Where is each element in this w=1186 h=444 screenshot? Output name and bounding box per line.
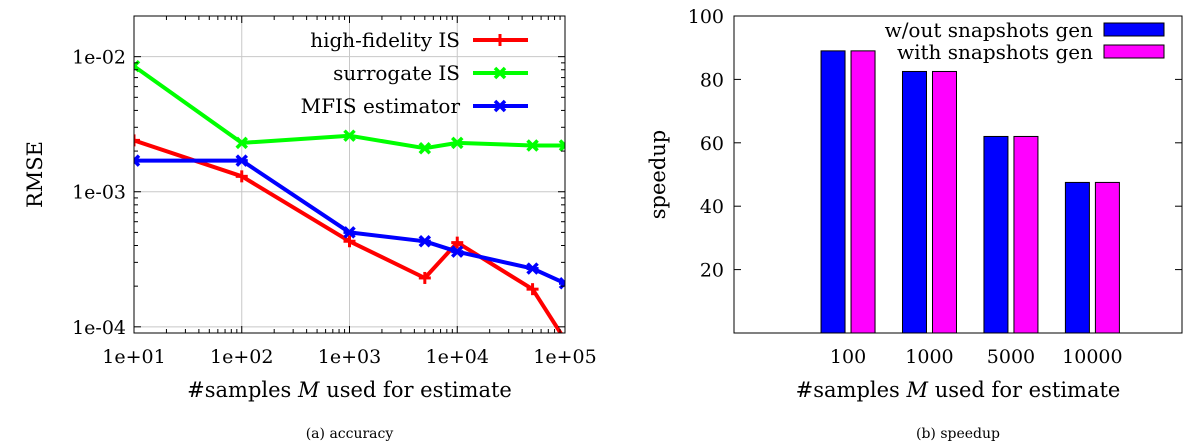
y-tick-label: 80 (700, 69, 724, 91)
y-tick-label: 1e-03 (72, 182, 126, 204)
bar-with-snapshots-gen-100 (850, 50, 876, 334)
bar-with-snapshots-gen-5000 (1013, 135, 1039, 334)
accuracy-ticks: 1e+01 1e+02 1e+03 1e+04 1e+05 1e-04 1e-03 1e-02 (72, 15, 597, 368)
data-point-mfis-estimator (134, 154, 141, 164)
data-point-surrogate-is (418, 141, 432, 155)
accuracy-x-axis-label: #samples M used for estimate (187, 378, 512, 402)
speedup-chart: 20 40 60 80 100 100 1000 5000 10000 w/out snapsh… (646, 6, 1183, 442)
data-point-mfis-estimator (134, 158, 141, 167)
legend-swatch-w-out-snapshots-gen (1103, 22, 1165, 37)
data-point-surrogate-is (451, 136, 464, 150)
accuracy-y-axis-label: RMSE (23, 141, 47, 208)
x-tick-label: 5000 (987, 346, 1035, 368)
bar-with-snapshots-gen-10000 (1094, 181, 1120, 334)
y-tick-label: 60 (700, 133, 724, 155)
bar-w-out-snapshots-gen-1000 (901, 70, 927, 334)
y-tick-label: 1e-04 (72, 317, 126, 339)
data-point-mfis-estimator (558, 277, 565, 286)
speedup-plot-frame (733, 15, 1183, 334)
bar-w-out-snapshots-gen-100 (820, 50, 846, 334)
data-point-surrogate-is (343, 129, 356, 142)
accuracy-chart: 1e+01 1e+02 1e+03 1e+04 1e+05 1e-04 1e-03 1e-02… (23, 15, 597, 442)
y-tick-label: 20 (700, 260, 724, 282)
legend-marker-surrogate-is (493, 66, 507, 80)
data-point-surrogate-is (526, 139, 539, 152)
bar-w-out-snapshots-gen-10000 (1064, 181, 1090, 334)
axis-label-symbol: M (906, 378, 929, 402)
accuracy-legend: high-fidelity IS surrogate IS MFIS estimat… (301, 28, 528, 118)
legend-swatch-with-snapshots-gen (1103, 44, 1165, 59)
x-tick-label: 100 (830, 346, 866, 368)
x-tick-label: 1e+05 (533, 346, 596, 368)
x-tick-label: 1e+01 (102, 346, 165, 368)
speedup-y-axis-label: speedup (646, 130, 670, 220)
speedup-x-axis-label: #samples M used for estimate (796, 378, 1121, 402)
legend-label-high-fidelity-is: high-fidelity IS (310, 28, 460, 52)
axis-label-symbol: M (297, 378, 320, 402)
y-tick-label: 1e-02 (72, 47, 126, 69)
data-point-surrogate-is (558, 143, 565, 152)
y-tick-label: 100 (688, 6, 724, 28)
speedup-caption: (b) speedup (916, 426, 1000, 442)
y-tick-label: 40 (700, 196, 724, 218)
legend-label-w-out-snapshots-gen: w/out snapshots gen (885, 18, 1094, 42)
x-tick-label: 1e+03 (318, 346, 381, 368)
bar-with-snapshots-gen-1000 (931, 70, 957, 334)
x-tick-label: 10000 (1062, 346, 1122, 368)
speedup-bars (820, 50, 1120, 334)
legend-label-surrogate-is: surrogate IS (333, 61, 460, 85)
bar-w-out-snapshots-gen-5000 (983, 135, 1009, 334)
x-tick-label: 1e+02 (210, 346, 273, 368)
data-point-surrogate-is (558, 139, 565, 148)
speedup-ticks: 20 40 60 80 100 100 1000 5000 10000 (688, 6, 1182, 368)
accuracy-caption: (a) accuracy (306, 426, 394, 442)
legend-label-mfis-estimator: MFIS estimator (301, 94, 461, 118)
x-tick-label: 1000 (905, 346, 953, 368)
data-point-surrogate-is (235, 136, 248, 150)
x-tick-label: 1e+04 (426, 346, 489, 368)
legend-label-with-snapshots-gen: with snapshots gen (897, 40, 1093, 64)
